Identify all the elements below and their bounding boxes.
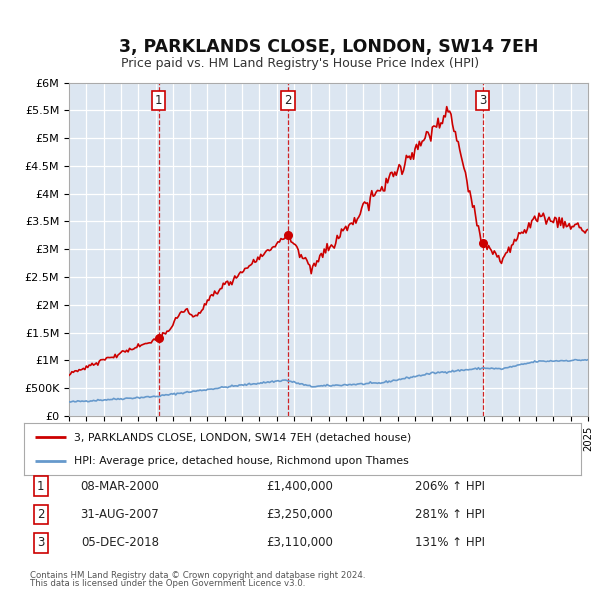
- Text: 3, PARKLANDS CLOSE, LONDON, SW14 7EH (detached house): 3, PARKLANDS CLOSE, LONDON, SW14 7EH (de…: [74, 432, 412, 442]
- Text: 2: 2: [37, 508, 44, 521]
- Text: Price paid vs. HM Land Registry's House Price Index (HPI): Price paid vs. HM Land Registry's House …: [121, 57, 479, 70]
- Text: 08-MAR-2000: 08-MAR-2000: [80, 480, 160, 493]
- Text: 281% ↑ HPI: 281% ↑ HPI: [415, 508, 485, 521]
- Text: 131% ↑ HPI: 131% ↑ HPI: [415, 536, 485, 549]
- Text: £3,110,000: £3,110,000: [266, 536, 334, 549]
- Text: 2: 2: [284, 94, 292, 107]
- Text: 3: 3: [37, 536, 44, 549]
- Text: 1: 1: [155, 94, 163, 107]
- Text: Contains HM Land Registry data © Crown copyright and database right 2024.: Contains HM Land Registry data © Crown c…: [30, 571, 365, 580]
- Title: 3, PARKLANDS CLOSE, LONDON, SW14 7EH: 3, PARKLANDS CLOSE, LONDON, SW14 7EH: [119, 38, 538, 56]
- Text: 31-AUG-2007: 31-AUG-2007: [80, 508, 160, 521]
- Text: 1: 1: [37, 480, 44, 493]
- Text: 206% ↑ HPI: 206% ↑ HPI: [415, 480, 485, 493]
- Text: This data is licensed under the Open Government Licence v3.0.: This data is licensed under the Open Gov…: [30, 579, 305, 588]
- Text: £1,400,000: £1,400,000: [266, 480, 334, 493]
- Text: £3,250,000: £3,250,000: [266, 508, 334, 521]
- Text: 05-DEC-2018: 05-DEC-2018: [81, 536, 159, 549]
- Text: 3: 3: [479, 94, 487, 107]
- Text: HPI: Average price, detached house, Richmond upon Thames: HPI: Average price, detached house, Rich…: [74, 456, 409, 466]
